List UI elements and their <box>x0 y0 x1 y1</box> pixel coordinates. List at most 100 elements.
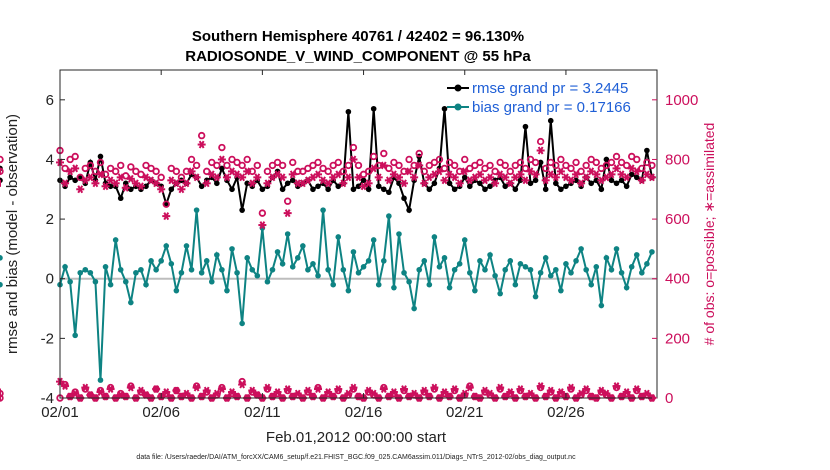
assimilated-low-point-stroke <box>315 385 321 394</box>
assimilated-point <box>349 155 358 164</box>
assimilated-point-stroke <box>203 179 210 188</box>
assimilated-low-point-stroke <box>446 392 453 401</box>
bias-point <box>375 281 382 288</box>
assimilated-point <box>126 174 135 183</box>
rmse-point <box>375 183 382 190</box>
assimilated-low-point-stroke <box>274 388 281 397</box>
possible-point <box>587 155 595 164</box>
possible-point <box>648 161 656 170</box>
assimilated-point <box>243 167 252 176</box>
assimilated-low-point <box>440 388 449 397</box>
assimilated-low-point-stroke <box>102 392 109 401</box>
assimilated-low-point <box>642 389 651 398</box>
bias-point <box>325 266 331 273</box>
assimilated-low-point-stroke <box>426 392 433 401</box>
rmse-point <box>406 207 412 213</box>
possible-point <box>380 149 388 158</box>
rmse-point <box>446 180 453 187</box>
assimilated-point <box>455 179 464 188</box>
assimilated-low-point-stroke <box>507 388 514 397</box>
possible-point <box>319 164 327 173</box>
bias-point <box>67 278 73 285</box>
assimilated-point <box>566 176 575 185</box>
rmse-point <box>542 186 549 193</box>
assimilated-low-point-stroke <box>335 385 342 394</box>
assimilated-point <box>187 167 196 176</box>
y-tick-label: 2 <box>46 211 54 228</box>
assimilated-point-stroke <box>148 176 154 185</box>
possible-point <box>127 163 135 171</box>
possible-point <box>425 161 434 170</box>
assimilated-point <box>491 179 500 188</box>
rmse-point <box>198 183 205 190</box>
assimilated-point-stroke <box>451 173 458 182</box>
assimilated-point-stroke <box>335 170 342 179</box>
possible-point <box>435 155 444 164</box>
assimilated-point-stroke <box>380 161 387 170</box>
assimilated-point <box>212 173 221 182</box>
assimilated-low-point-stroke <box>598 386 605 395</box>
assimilated-low-point-stroke <box>127 383 134 392</box>
possible-point <box>309 161 317 170</box>
assimilated-point-stroke <box>416 161 423 170</box>
bias-point <box>644 261 650 267</box>
assimilated-low-point <box>506 388 515 397</box>
bias-point <box>77 269 84 276</box>
legend-label-rmse: rmse grand pr = 3.2445 <box>472 80 628 97</box>
y-right-tick-label: 400 <box>665 271 690 288</box>
assimilated-low-point <box>450 385 459 394</box>
possible-point <box>354 161 363 170</box>
bias-point <box>143 281 149 288</box>
bias-point <box>102 264 109 270</box>
assimilated-point <box>536 146 545 155</box>
assimilated-low-point-stroke <box>198 392 205 401</box>
bias-point <box>441 255 448 261</box>
assimilated-point-stroke <box>163 212 170 221</box>
bias-point <box>461 237 468 243</box>
assimilated-point-stroke <box>92 179 99 188</box>
rmse-point <box>618 177 625 184</box>
bias-point <box>340 266 347 273</box>
assimilated-point <box>91 179 100 188</box>
rmse-point <box>117 195 124 202</box>
rmse-point <box>239 207 245 213</box>
assimilated-low-point-stroke <box>193 383 200 392</box>
assimilated-point-stroke <box>143 173 149 182</box>
assimilated-point-stroke <box>325 179 332 188</box>
assimilated-point-stroke <box>568 176 574 185</box>
rmse-point <box>386 189 392 196</box>
bias-point <box>603 255 610 261</box>
possible-point <box>369 152 378 161</box>
assimilated-low-point <box>445 392 454 401</box>
assimilated-point <box>607 170 616 179</box>
assimilated-point <box>172 179 181 188</box>
bias-point <box>203 258 210 264</box>
assimilated-point <box>202 179 211 188</box>
assimilated-point <box>248 179 257 188</box>
assimilated-low-point-stroke <box>117 391 124 399</box>
assimilated-point <box>551 173 560 182</box>
rmse-point <box>477 180 483 187</box>
assimilated-point <box>450 173 459 182</box>
rmse-point <box>310 186 316 193</box>
assimilated-point <box>344 173 353 182</box>
possible-point <box>511 161 520 170</box>
assimilated-point-stroke <box>532 170 539 179</box>
possible-point <box>526 155 535 164</box>
assimilated-point-stroke <box>365 179 372 188</box>
assimilated-low-point <box>400 385 409 394</box>
assimilated-low-point-stroke <box>107 385 114 394</box>
possible-point <box>633 155 641 164</box>
possible-point <box>329 161 337 170</box>
assimilated-point <box>415 161 424 170</box>
assimilated-point <box>101 182 110 191</box>
legend-marker-bias <box>454 103 462 111</box>
assimilated-low-point-stroke <box>62 382 68 391</box>
y-right-tick-label: 600 <box>665 211 690 228</box>
assimilated-point-stroke <box>127 174 134 183</box>
assimilated-point-stroke <box>391 170 397 179</box>
assimilated-point-stroke <box>122 183 129 192</box>
assimilated-point-stroke <box>188 167 195 176</box>
rmse-point <box>214 180 220 187</box>
